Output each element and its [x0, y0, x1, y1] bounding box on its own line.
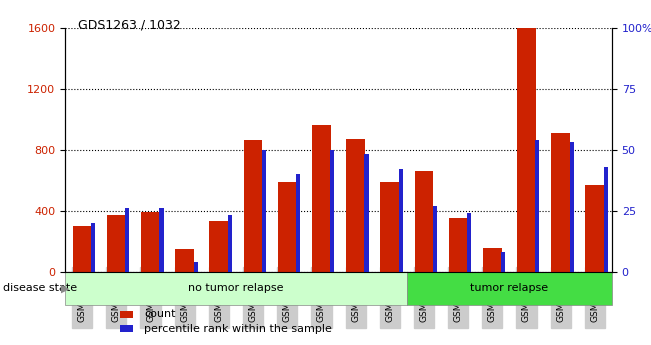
Bar [243, 140, 262, 272]
Bar [501, 252, 505, 272]
Bar [65, 272, 407, 305]
Bar [107, 215, 126, 272]
Text: ▶: ▶ [61, 283, 69, 293]
Text: no tumor relapse: no tumor relapse [188, 283, 284, 293]
Bar [228, 215, 232, 272]
Bar [365, 155, 368, 272]
Bar [193, 262, 198, 272]
Bar [73, 226, 92, 272]
Bar [398, 169, 403, 272]
Bar [407, 272, 612, 305]
Bar [125, 208, 130, 272]
Bar [517, 28, 536, 272]
Bar [449, 218, 467, 272]
Bar [346, 139, 365, 272]
Bar [120, 310, 133, 318]
Bar [91, 223, 95, 272]
Text: tumor relapse: tumor relapse [470, 283, 549, 293]
Bar [551, 133, 570, 272]
Bar [467, 213, 471, 272]
Bar [535, 140, 540, 272]
Bar [262, 150, 266, 272]
Text: count: count [145, 309, 176, 319]
Bar [210, 221, 229, 272]
Bar [483, 248, 502, 272]
Bar [296, 174, 300, 272]
Bar [330, 150, 335, 272]
Bar [120, 325, 133, 332]
Bar [175, 249, 194, 272]
Text: percentile rank within the sample: percentile rank within the sample [145, 324, 332, 334]
Bar [415, 171, 434, 272]
Bar [433, 206, 437, 272]
Bar [312, 125, 331, 272]
Bar [278, 181, 297, 272]
Text: GDS1263 / 1032: GDS1263 / 1032 [78, 19, 181, 32]
Bar [570, 142, 574, 272]
Bar [159, 208, 163, 272]
Text: disease state: disease state [3, 283, 77, 293]
Bar [603, 167, 608, 272]
Bar [141, 212, 160, 272]
Bar [585, 185, 604, 272]
Bar [380, 181, 399, 272]
